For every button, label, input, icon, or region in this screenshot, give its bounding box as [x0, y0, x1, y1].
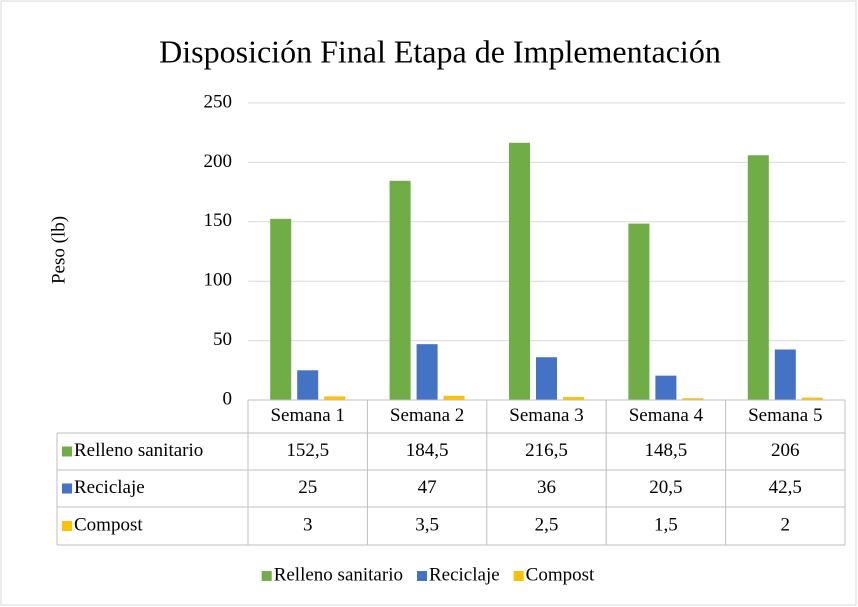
bar	[774, 349, 796, 400]
legend-label: Compost	[526, 564, 595, 585]
bar	[443, 395, 465, 400]
bar	[416, 344, 438, 400]
y-tick-label: 250	[204, 91, 233, 112]
y-tick-label: 100	[204, 270, 233, 291]
table-value: 25	[298, 477, 317, 498]
table-series-label: Relleno sanitario	[74, 440, 203, 461]
bar	[801, 397, 823, 400]
table-value: 2,5	[535, 514, 559, 535]
x-tick-label: Semana 3	[509, 405, 583, 426]
y-tick-label: 200	[204, 151, 233, 172]
y-axis-title: Peso (lb)	[48, 216, 69, 284]
bar	[270, 218, 292, 400]
bar	[536, 357, 557, 400]
legend-key	[416, 571, 427, 581]
table-value: 2	[781, 514, 791, 535]
legend-key	[261, 571, 272, 581]
bar	[682, 398, 704, 400]
table-value: 216,5	[525, 440, 568, 461]
bar	[297, 370, 319, 400]
table-series-label: Compost	[74, 514, 143, 535]
x-tick-label: Semana 4	[629, 405, 704, 426]
y-tick-label: 50	[213, 329, 232, 350]
bar	[747, 155, 769, 400]
x-tick-label: Semana 2	[390, 405, 464, 426]
table-value: 36	[537, 477, 556, 498]
legend-label: Relleno sanitario	[274, 564, 403, 585]
bar	[628, 223, 650, 400]
legend-label: Reciclaje	[429, 564, 500, 585]
table-legend-key	[62, 446, 72, 457]
table-value: 3	[303, 514, 313, 535]
bar	[563, 397, 584, 400]
table-value: 152,5	[286, 440, 329, 461]
table-value: 184,5	[406, 440, 449, 461]
table-value: 20,5	[649, 477, 682, 498]
bar	[509, 142, 530, 400]
table-series-label: Reciclaje	[74, 477, 145, 498]
legend-key	[513, 571, 524, 581]
bar	[655, 375, 677, 400]
bar	[324, 396, 346, 400]
table-value: 1,5	[654, 514, 678, 535]
y-tick-label: 0	[223, 388, 233, 409]
table-value: 3,5	[415, 514, 439, 535]
x-tick-label: Semana 1	[270, 405, 344, 426]
x-tick-label: Semana 5	[748, 405, 822, 426]
chart-title: Disposición Final Etapa de Implementació…	[159, 33, 721, 69]
table-value: 206	[771, 440, 800, 461]
table-value: 47	[418, 477, 437, 498]
table-value: 42,5	[769, 477, 802, 498]
table-legend-key	[62, 483, 72, 494]
y-tick-label: 150	[204, 210, 233, 231]
table-legend-key	[62, 521, 72, 531]
table-value: 148,5	[645, 440, 688, 461]
bar	[389, 180, 411, 400]
